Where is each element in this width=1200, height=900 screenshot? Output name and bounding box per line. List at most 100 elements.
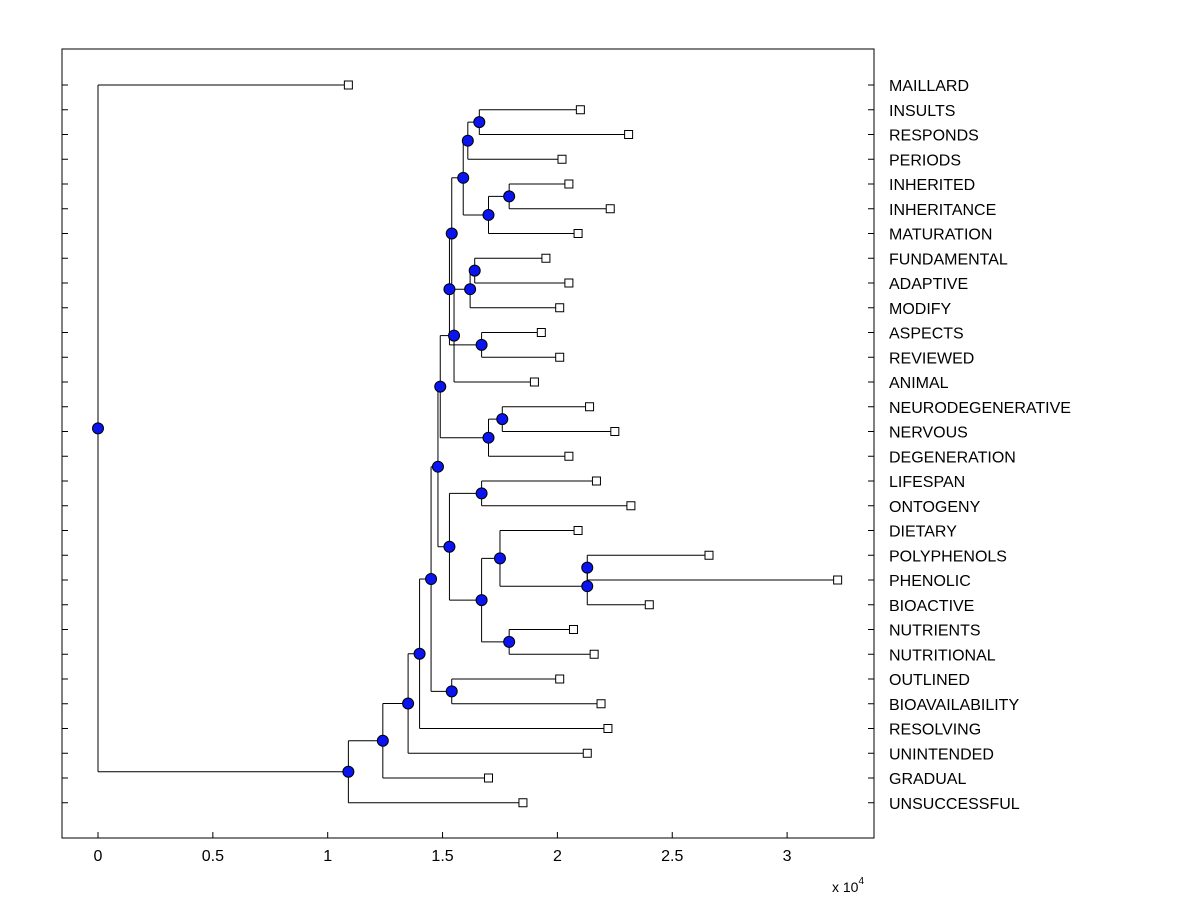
axis-ticks bbox=[62, 84, 874, 838]
leaf-label: FUNDAMENTAL bbox=[889, 251, 1008, 268]
leaf-label: DIETARY bbox=[889, 524, 957, 541]
leaf-marker bbox=[564, 278, 574, 288]
merge-node bbox=[376, 734, 389, 747]
leaf-marker bbox=[557, 154, 567, 164]
leaf-marker bbox=[529, 377, 539, 387]
merge-node bbox=[461, 134, 474, 147]
merge-node bbox=[482, 431, 495, 444]
merge-node bbox=[475, 487, 488, 500]
leaf-label: POLYPHENOLS bbox=[889, 548, 1007, 565]
leaf-label: PHENOLIC bbox=[889, 573, 971, 590]
merge-node bbox=[342, 765, 355, 778]
x-tick-label: 3 bbox=[783, 848, 792, 865]
leaf-marker bbox=[591, 476, 601, 486]
leaf-label: MATURATION bbox=[889, 227, 992, 244]
merge-node bbox=[443, 283, 456, 296]
x-scale-label: x 104 bbox=[832, 876, 864, 895]
leaf-marker bbox=[603, 724, 613, 733]
leaf-marker bbox=[582, 748, 592, 758]
leaf-marker bbox=[704, 550, 714, 560]
leaf-label: ONTOGENY bbox=[889, 499, 981, 516]
leaf-marker bbox=[596, 699, 606, 709]
leaf-marker bbox=[343, 80, 353, 90]
leaf-label: UNSUCCESSFUL bbox=[889, 796, 1020, 813]
leaf-marker bbox=[555, 303, 565, 313]
merge-node bbox=[434, 380, 447, 393]
leaf-marker bbox=[555, 674, 565, 684]
merge-node bbox=[425, 573, 438, 586]
merge-node bbox=[475, 338, 488, 351]
merge-node bbox=[443, 540, 456, 553]
leaf-label: ASPECTS bbox=[889, 326, 964, 343]
merge-node bbox=[503, 190, 516, 203]
leaf-label: NERVOUS bbox=[889, 425, 968, 442]
leaf-label: DEGENERATION bbox=[889, 449, 1016, 466]
leaf-label: NUTRITIONAL bbox=[889, 647, 996, 664]
leaf-label: RESOLVING bbox=[889, 722, 981, 739]
leaf-marker bbox=[575, 105, 585, 115]
merge-node bbox=[496, 413, 509, 426]
leaf-label: RESPONDS bbox=[889, 128, 979, 145]
x-tick-label: 1 bbox=[323, 848, 332, 865]
x-tick-label: 2.5 bbox=[661, 848, 683, 865]
leaf-labels: MAILLARD INSULTS RESPONDS PERIODS INHERITED I… bbox=[889, 78, 1071, 813]
leaf-label: NUTRIENTS bbox=[889, 623, 981, 640]
merge-node bbox=[448, 329, 461, 342]
leaf-label: OUTLINED bbox=[889, 672, 970, 689]
leaf-marker bbox=[536, 328, 546, 337]
merge-node bbox=[482, 208, 495, 221]
leaf-marker bbox=[568, 625, 578, 634]
leaf-marker bbox=[585, 402, 595, 412]
leaf-marker bbox=[610, 427, 620, 436]
leaf-label: GRADUAL bbox=[889, 771, 966, 788]
x-tick-label: 1.5 bbox=[431, 848, 453, 865]
merge-node bbox=[581, 580, 594, 593]
merge-node bbox=[445, 227, 458, 240]
leaf-label: PERIODS bbox=[889, 152, 961, 169]
merge-node bbox=[92, 422, 104, 435]
merge-node bbox=[413, 647, 426, 660]
leaf-label: INHERITANCE bbox=[889, 202, 996, 219]
leaf-marker bbox=[483, 773, 493, 783]
leaf-marker bbox=[605, 204, 615, 214]
leaf-label: ANIMAL bbox=[889, 375, 949, 392]
leaf-marker bbox=[555, 352, 565, 362]
leaf-marker bbox=[564, 179, 574, 189]
leaf-marker bbox=[833, 575, 843, 585]
leaf-marker bbox=[541, 253, 551, 263]
merge-node bbox=[503, 635, 516, 648]
leaf-marker bbox=[564, 451, 574, 461]
leaf-marker bbox=[573, 229, 583, 238]
merge-node bbox=[445, 685, 458, 698]
x-tick-label: 0 bbox=[94, 848, 103, 865]
leaf-marker bbox=[626, 501, 636, 511]
leaf-label: MAILLARD bbox=[889, 78, 969, 95]
merge-node bbox=[464, 283, 477, 296]
merge-node bbox=[473, 116, 486, 129]
leaf-label: BIOACTIVE bbox=[889, 598, 974, 615]
merge-node bbox=[581, 561, 594, 574]
leaf-marker bbox=[518, 798, 528, 808]
leaf-label: UNINTENDED bbox=[889, 746, 994, 763]
merge-node bbox=[431, 460, 444, 473]
x-tick-label: 2 bbox=[553, 848, 562, 865]
leaf-marker bbox=[589, 649, 599, 659]
leaf-marker bbox=[573, 526, 583, 535]
leaf-label: MODIFY bbox=[889, 301, 952, 318]
plot-area bbox=[61, 48, 875, 839]
leaf-label: ADAPTIVE bbox=[889, 276, 968, 293]
x-tick-label: 0.5 bbox=[202, 848, 224, 865]
leaf-label: LIFESPAN bbox=[889, 474, 965, 491]
merge-nodes bbox=[92, 116, 594, 778]
merge-node bbox=[402, 697, 415, 710]
leaf-label: INHERITED bbox=[889, 177, 975, 194]
leaf-marker bbox=[624, 130, 634, 139]
merge-node bbox=[475, 594, 488, 607]
leaf-label: BIOAVAILABILITY bbox=[889, 697, 1019, 714]
merge-node bbox=[468, 264, 481, 277]
merge-node bbox=[493, 552, 506, 565]
leaf-label: NEURODEGENERATIVE bbox=[889, 400, 1071, 417]
leaf-label: REVIEWED bbox=[889, 350, 974, 367]
leaf-marker bbox=[644, 600, 654, 610]
